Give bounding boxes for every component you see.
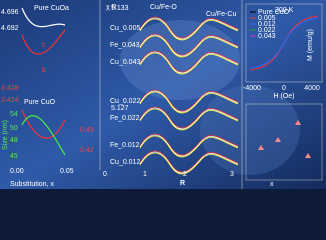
legend-entry: Pure CuO [258, 9, 290, 16]
row-label: Fe_0.043 [110, 42, 140, 49]
curve [21, 115, 66, 156]
axis-label: H (Oe) [274, 93, 295, 100]
axis-label: R [180, 180, 185, 187]
y-tick-label: 5.133 [111, 5, 129, 12]
row-label: Cu_0.022 [110, 98, 140, 105]
spectrum [139, 52, 239, 75]
spectrum [139, 107, 239, 130]
row-label: Cu_0.043 [110, 59, 140, 66]
legend-entry: 0.012 [258, 21, 276, 28]
texture [120, 20, 240, 100]
row-label: Cu_0.005 [110, 25, 140, 32]
row-label: Cu_0.012 [110, 159, 140, 166]
plot-frame [245, 3, 323, 83]
y-tick-label: 5.127 [111, 105, 129, 112]
x-tick-label: -4000 [243, 85, 261, 92]
y-tick-label: 0.49 [80, 127, 94, 134]
y-tick-label: 0.42 [80, 147, 94, 154]
y-tick-label: 4.696 [1, 9, 19, 16]
spectrum [139, 35, 239, 58]
annotation: Cu/Fe-Cu [206, 11, 236, 18]
spectrum [139, 18, 239, 41]
legend-entry: 0.043 [258, 33, 276, 40]
curve [21, 7, 66, 28]
x-tick-label: 4000 [304, 85, 320, 92]
row-label: Fe_0.022 [110, 115, 140, 122]
curve [21, 29, 66, 55]
spectrum [139, 150, 239, 173]
x-tick-label: 3 [230, 171, 234, 178]
legend-entry: 0.005 [258, 15, 276, 22]
param-label: a [65, 5, 69, 12]
spectrum [139, 151, 239, 174]
y-tick-label: 3.424 [1, 97, 19, 104]
spectrum [139, 50, 239, 73]
spectrum [139, 133, 239, 156]
spectrum [139, 51, 239, 74]
spectrum [139, 33, 239, 56]
spectrum [139, 89, 239, 112]
x-tick-label: 0.00 [10, 168, 24, 175]
y-tick-label: 45 [10, 153, 18, 160]
spectrum [139, 106, 239, 129]
texture [200, 85, 300, 175]
spectrum [139, 91, 239, 114]
annotation: Cu/Fe-O [150, 4, 177, 11]
spectrum [139, 108, 239, 131]
row-label: Fe_0.012 [110, 142, 140, 149]
spectrum [139, 17, 239, 40]
legend-entry: 0.022 [258, 27, 276, 34]
spectrum [139, 16, 239, 39]
y-tick-label: 48 [10, 137, 18, 144]
y-tick-label: 50 [10, 125, 18, 132]
y-tick-label: 3.428 [1, 85, 19, 92]
spectrum [139, 152, 239, 175]
x-tick-label: 0.05 [60, 168, 74, 175]
x-tick-label: 0 [282, 85, 286, 92]
x-tick-label: 2 [183, 171, 187, 178]
annotation: χ R [106, 4, 117, 11]
spectrum [139, 34, 239, 57]
x-tick-label: 0 [103, 171, 107, 178]
axis-label: x [270, 181, 274, 188]
param-label: b [42, 67, 46, 74]
spectrum [139, 90, 239, 113]
annotation: Pure CuO [24, 99, 56, 106]
hysteresis [249, 17, 319, 69]
axis-label: M (emu/g) [307, 29, 314, 61]
inset-frame [245, 103, 323, 181]
param-label: c [42, 42, 46, 49]
axis-label: Substitution, x [10, 181, 54, 188]
x-tick-label: 1 [143, 171, 147, 178]
inset-points [258, 120, 311, 158]
y-tick-label: 54 [10, 111, 18, 118]
y-tick-label: 4.692 [1, 25, 19, 32]
annotation: Pure CuO [34, 5, 66, 12]
spectrum [139, 134, 239, 157]
spectrum [139, 135, 239, 158]
annotation: 300 K [275, 7, 294, 14]
axis-label: Size (nm) [2, 120, 9, 150]
